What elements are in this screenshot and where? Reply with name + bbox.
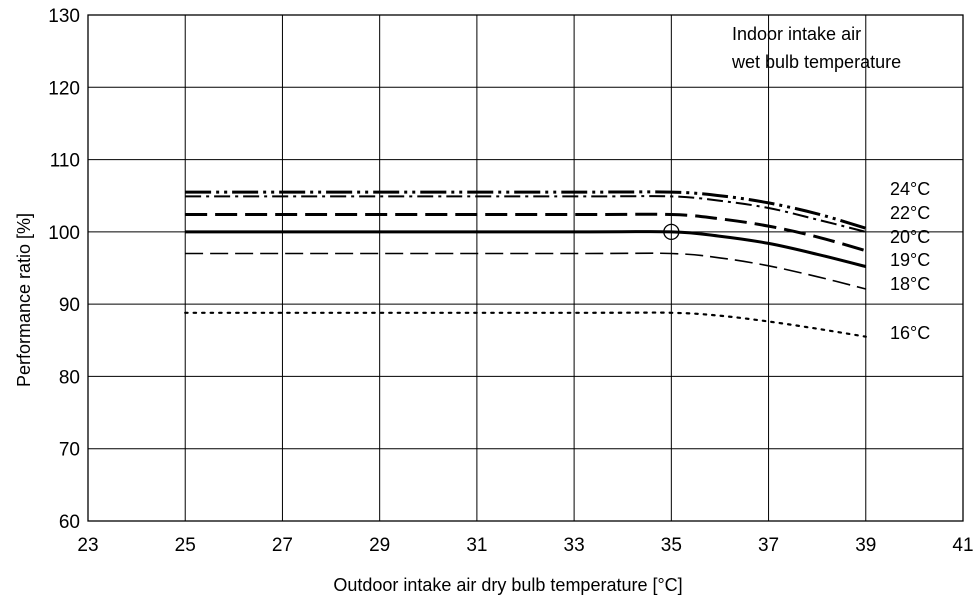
x-tick-label: 41 — [952, 535, 973, 556]
series-line — [184, 311, 867, 338]
y-tick-label: 130 — [48, 6, 80, 27]
x-tick-label: 33 — [564, 535, 585, 556]
y-tick-label: 120 — [48, 78, 80, 99]
x-tick-label: 39 — [855, 535, 876, 556]
series-lines — [184, 190, 867, 338]
plot-frame — [87, 14, 964, 522]
y-tick-label: 70 — [59, 440, 80, 461]
x-tick-label: 35 — [661, 535, 682, 556]
grid — [87, 14, 964, 522]
series-line — [185, 190, 867, 230]
x-tick-label: 25 — [175, 535, 196, 556]
reference-point-marker — [663, 223, 680, 241]
series-label: 18°C — [890, 274, 930, 294]
series-label: 24°C — [890, 179, 930, 199]
series-line — [185, 230, 867, 269]
x-tick-label: 27 — [272, 535, 293, 556]
series-label: 19°C — [890, 250, 930, 270]
tick-labels: 23 25 27 29 31 33 35 37 39 41 60 70 80 90 100 110 120 130 — [48, 6, 973, 556]
y-tick-label: 80 — [59, 367, 80, 388]
x-tick-label: 31 — [466, 535, 487, 556]
series-labels: 24°C 22°C 20°C 19°C 18°C 16°C — [890, 179, 930, 343]
x-axis-title: Outdoor intake air dry bulb temperature … — [333, 575, 682, 595]
series-label: 16°C — [890, 323, 930, 343]
y-tick-label: 60 — [59, 512, 80, 533]
legend-title-line-2: wet bulb temperature — [731, 52, 901, 72]
y-tick-label: 100 — [48, 223, 80, 244]
x-tick-label: 23 — [77, 535, 98, 556]
series-label: 20°C — [890, 227, 930, 247]
y-tick-label: 110 — [50, 151, 80, 172]
y-axis-title: Performance ratio [%] — [14, 213, 34, 387]
series-line — [185, 195, 867, 233]
x-tick-label: 37 — [758, 535, 779, 556]
x-tick-label: 29 — [369, 535, 390, 556]
y-tick-label: 90 — [59, 295, 80, 316]
series-line — [185, 212, 867, 253]
series-line — [185, 252, 867, 290]
legend-title-line-1: Indoor intake air — [732, 24, 861, 44]
series-label: 22°C — [890, 203, 930, 223]
